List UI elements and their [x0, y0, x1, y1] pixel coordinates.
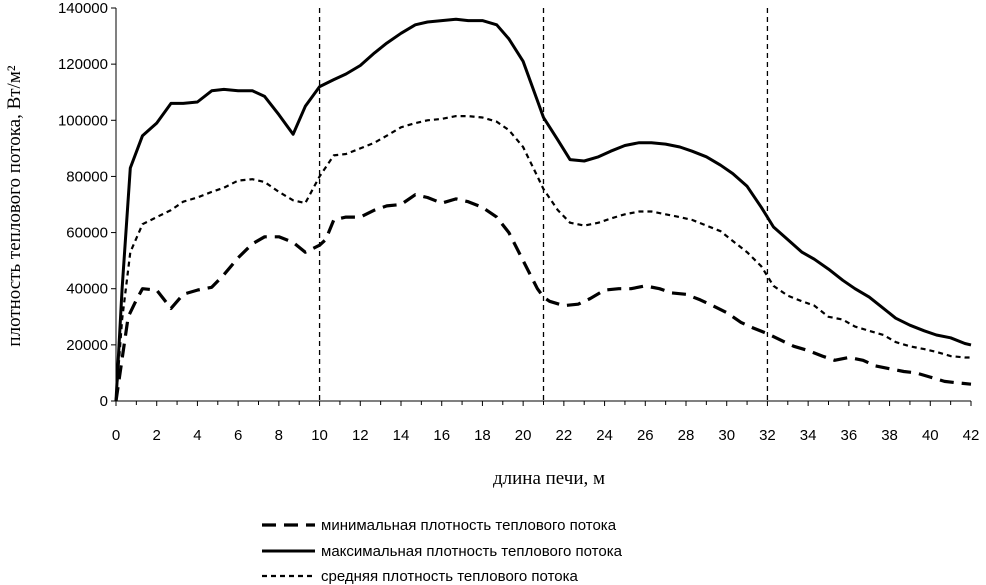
y-tick-label: 20000 — [66, 337, 108, 354]
x-tick-label: 12 — [352, 427, 369, 444]
legend-label-1: минимальная плотность теплового потока — [321, 517, 617, 534]
x-tick-label: 2 — [153, 427, 161, 444]
y-tick-label: 120000 — [58, 56, 108, 73]
y-tick-label: 100000 — [58, 112, 108, 129]
x-tick-label: 36 — [841, 427, 858, 444]
y-axis-title: плотность теплового потока, Вт/м² — [4, 65, 25, 346]
legend: минимальная плотность теплового потока ма… — [262, 517, 623, 585]
series-line-1 — [114, 193, 972, 402]
x-tick-label: 18 — [474, 427, 491, 444]
x-tick-label: 38 — [881, 427, 898, 444]
x-tick-label: 34 — [800, 427, 817, 444]
x-tick-label: 32 — [759, 427, 776, 444]
y-tick-label: 80000 — [66, 168, 108, 185]
y-tick-label: 140000 — [58, 0, 108, 17]
x-axis-title: длина печи, м — [493, 468, 605, 489]
x-tick-label: 42 — [963, 427, 980, 444]
x-tick-label: 0 — [112, 427, 120, 444]
x-tick-label: 6 — [234, 427, 242, 444]
x-tick-label: 10 — [311, 427, 328, 444]
x-tick-label: 4 — [193, 427, 201, 444]
x-tick-label: 24 — [596, 427, 613, 444]
x-tick-label: 20 — [515, 427, 532, 444]
series-line-3 — [114, 115, 971, 402]
y-tick-label: 0 — [100, 393, 108, 410]
y-tick-label: 40000 — [66, 281, 108, 298]
plot-area: 0 20000 40000 60000 80000 100000 120000 140000 0… — [58, 0, 979, 444]
x-tick-label: 8 — [275, 427, 283, 444]
x-tick-label: 16 — [433, 427, 450, 444]
x-tick-label: 22 — [556, 427, 573, 444]
legend-label-3: средняя плотность теплового потока — [321, 568, 579, 585]
x-tick-label: 28 — [678, 427, 695, 444]
x-tick-label: 14 — [393, 427, 410, 444]
x-tick-label: 40 — [922, 427, 939, 444]
y-axis-title-group: плотность теплового потока, Вт/м² — [4, 65, 25, 346]
legend-label-2: максимальная плотность теплового потока — [321, 543, 623, 560]
series-line-2 — [114, 17, 972, 402]
y-tick-label: 60000 — [66, 225, 108, 242]
x-tick-label: 26 — [637, 427, 654, 444]
x-tick-label: 30 — [718, 427, 735, 444]
